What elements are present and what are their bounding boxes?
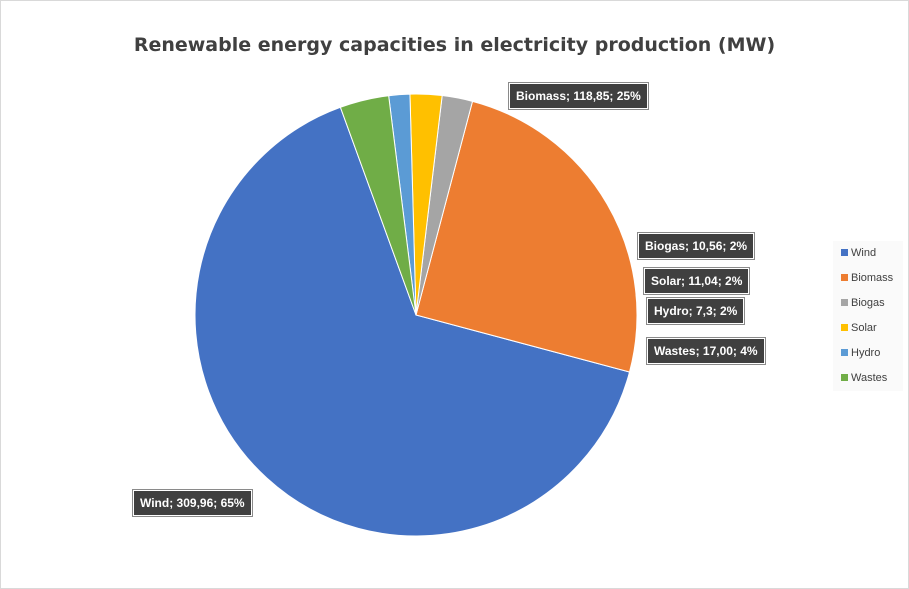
data-label-wastes: Wastes; 17,00; 4%	[647, 338, 765, 364]
pie-slice-wind	[194, 106, 631, 537]
pie-slice-biomass	[415, 100, 638, 373]
pie-slice-wastes	[339, 95, 417, 316]
data-label-hydro: Hydro; 7,3; 2%	[647, 298, 745, 324]
legend-swatch-hydro	[841, 349, 848, 356]
legend-item-solar: Solar	[841, 321, 877, 334]
legend-swatch-wastes	[841, 374, 848, 381]
legend-item-wastes: Wastes	[841, 371, 887, 384]
legend-item-biomass: Biomass	[841, 271, 893, 284]
legend-label-biomass: Biomass	[851, 271, 894, 284]
legend-label-solar: Solar	[851, 321, 877, 334]
chart-title: Renewable energy capacities in electrici…	[133, 34, 776, 56]
legend-swatch-solar	[841, 324, 848, 331]
legend-label-biogas: Biogas	[851, 296, 885, 309]
data-label-biomass: Biomass; 118,85; 25%	[509, 83, 648, 109]
legend-item-wind: Wind	[841, 246, 876, 259]
legend-item-biogas: Biogas	[841, 296, 885, 309]
data-label-biogas: Biogas; 10,56; 2%	[638, 233, 755, 259]
data-label-wind: Wind; 309,96; 65%	[133, 490, 252, 516]
legend-label-wastes: Wastes	[851, 371, 888, 384]
legend-swatch-wind	[841, 249, 848, 256]
legend-swatch-biogas	[841, 299, 848, 306]
legend-item-hydro: Hydro	[841, 346, 880, 359]
data-label-solar: Solar; 11,04; 2%	[644, 268, 750, 294]
legend-swatch-biomass	[841, 274, 848, 281]
chart-legend: Wind Biomass Biogas Solar Hydro Wastes	[833, 241, 903, 391]
legend-label-hydro: Hydro	[851, 346, 881, 359]
legend-label-wind: Wind	[851, 246, 877, 259]
